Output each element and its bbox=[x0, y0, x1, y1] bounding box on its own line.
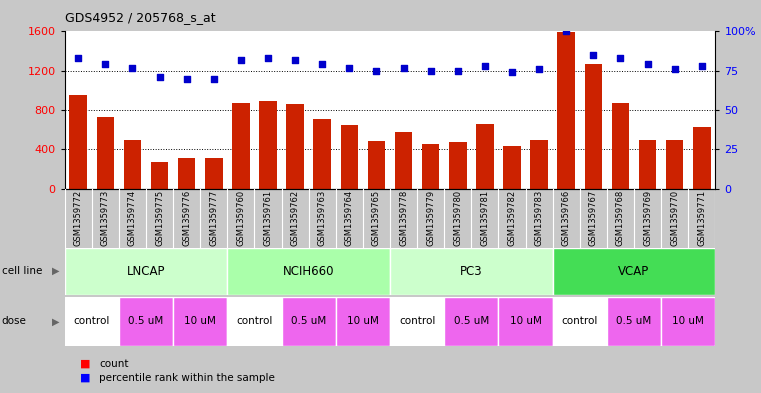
Text: ▶: ▶ bbox=[52, 316, 59, 326]
Text: 0.5 uM: 0.5 uM bbox=[291, 316, 326, 326]
Text: control: control bbox=[236, 316, 272, 326]
Text: ■: ■ bbox=[80, 373, 91, 383]
Bar bbox=[123, 140, 142, 189]
Bar bbox=[119, 297, 174, 346]
Bar bbox=[557, 32, 575, 189]
Text: 0.5 uM: 0.5 uM bbox=[454, 316, 489, 326]
Point bbox=[371, 68, 383, 74]
Text: control: control bbox=[562, 316, 598, 326]
Point bbox=[262, 55, 274, 61]
Text: cell line: cell line bbox=[2, 266, 42, 276]
Bar bbox=[314, 119, 331, 189]
Point bbox=[479, 63, 491, 69]
Point bbox=[452, 68, 464, 74]
Point bbox=[397, 64, 409, 71]
Point bbox=[533, 66, 545, 72]
Bar bbox=[666, 140, 683, 189]
Text: control: control bbox=[74, 316, 110, 326]
Text: GDS4952 / 205768_s_at: GDS4952 / 205768_s_at bbox=[65, 11, 215, 24]
Point bbox=[642, 61, 654, 68]
Bar bbox=[503, 146, 521, 189]
Bar bbox=[661, 297, 715, 346]
Point bbox=[72, 55, 84, 61]
Point bbox=[316, 61, 328, 68]
Bar bbox=[422, 144, 440, 189]
Bar bbox=[282, 297, 336, 346]
Bar bbox=[286, 104, 304, 189]
Bar bbox=[449, 142, 466, 189]
Point bbox=[180, 75, 193, 82]
Point bbox=[696, 63, 708, 69]
Text: 0.5 uM: 0.5 uM bbox=[129, 316, 164, 326]
Point bbox=[154, 74, 166, 80]
Point bbox=[289, 57, 301, 63]
Bar bbox=[174, 297, 228, 346]
Bar bbox=[232, 103, 250, 189]
Bar bbox=[444, 297, 498, 346]
Text: 10 uM: 10 uM bbox=[672, 316, 704, 326]
Point bbox=[208, 75, 220, 82]
Text: 10 uM: 10 uM bbox=[510, 316, 542, 326]
Text: control: control bbox=[399, 316, 435, 326]
Text: LNCAP: LNCAP bbox=[127, 264, 165, 278]
Bar bbox=[584, 64, 602, 189]
Bar bbox=[552, 297, 607, 346]
Text: 10 uM: 10 uM bbox=[347, 316, 379, 326]
Bar bbox=[205, 158, 223, 189]
Bar bbox=[340, 125, 358, 189]
Bar bbox=[65, 248, 228, 295]
Point bbox=[669, 66, 681, 72]
Bar bbox=[607, 297, 661, 346]
Bar bbox=[228, 248, 390, 295]
Point bbox=[99, 61, 111, 68]
Point bbox=[506, 69, 518, 75]
Bar bbox=[260, 101, 277, 189]
Bar bbox=[97, 117, 114, 189]
Text: PC3: PC3 bbox=[460, 264, 482, 278]
Text: VCAP: VCAP bbox=[619, 264, 650, 278]
Bar bbox=[390, 248, 552, 295]
Point bbox=[235, 57, 247, 63]
Bar bbox=[368, 141, 385, 189]
Bar bbox=[336, 297, 390, 346]
Bar bbox=[693, 127, 711, 189]
Bar bbox=[638, 140, 657, 189]
Bar bbox=[69, 95, 87, 189]
Bar bbox=[178, 158, 196, 189]
Text: NCIH660: NCIH660 bbox=[283, 264, 334, 278]
Bar bbox=[530, 140, 548, 189]
Point bbox=[587, 52, 600, 58]
Point bbox=[560, 28, 572, 35]
Point bbox=[425, 68, 437, 74]
Point bbox=[126, 64, 139, 71]
Bar bbox=[390, 297, 444, 346]
Bar bbox=[395, 132, 412, 189]
Text: 0.5 uM: 0.5 uM bbox=[616, 316, 651, 326]
Bar bbox=[151, 162, 168, 189]
Text: ▶: ▶ bbox=[52, 266, 59, 276]
Bar bbox=[476, 124, 494, 189]
Point bbox=[343, 64, 355, 71]
Bar bbox=[228, 297, 282, 346]
Text: count: count bbox=[99, 358, 129, 369]
Bar bbox=[612, 103, 629, 189]
Bar bbox=[65, 297, 119, 346]
Text: percentile rank within the sample: percentile rank within the sample bbox=[99, 373, 275, 383]
Point bbox=[614, 55, 626, 61]
Text: 10 uM: 10 uM bbox=[184, 316, 216, 326]
Bar bbox=[552, 248, 715, 295]
Text: dose: dose bbox=[2, 316, 27, 326]
Text: ■: ■ bbox=[80, 358, 91, 369]
Bar bbox=[498, 297, 552, 346]
